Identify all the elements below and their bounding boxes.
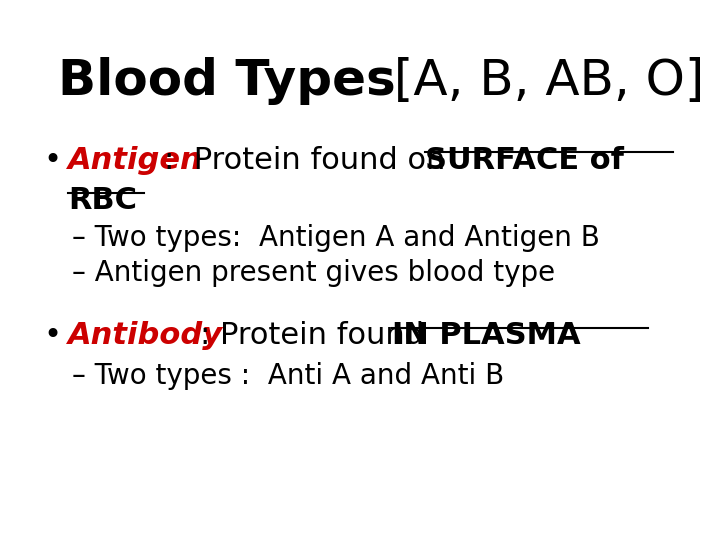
Text: [A, B, AB, O]: [A, B, AB, O] <box>378 57 704 105</box>
Text: – Antigen present gives blood type: – Antigen present gives blood type <box>72 259 555 287</box>
Text: – Two types :  Anti A and Anti B: – Two types : Anti A and Anti B <box>72 362 504 390</box>
Text: •: • <box>43 146 61 175</box>
Text: : Protein found: : Protein found <box>200 321 434 350</box>
Text: Antigen: Antigen <box>68 146 203 175</box>
Text: IN PLASMA: IN PLASMA <box>392 321 581 350</box>
Text: RBC: RBC <box>68 186 138 215</box>
Text: Blood Types: Blood Types <box>58 57 395 105</box>
Text: :  Protein found on: : Protein found on <box>164 146 455 175</box>
Text: Antibody: Antibody <box>68 321 223 350</box>
Text: •: • <box>43 321 61 350</box>
Text: – Two types:  Antigen A and Antigen B: – Two types: Antigen A and Antigen B <box>72 224 600 252</box>
Text: SURFACE of: SURFACE of <box>425 146 624 175</box>
